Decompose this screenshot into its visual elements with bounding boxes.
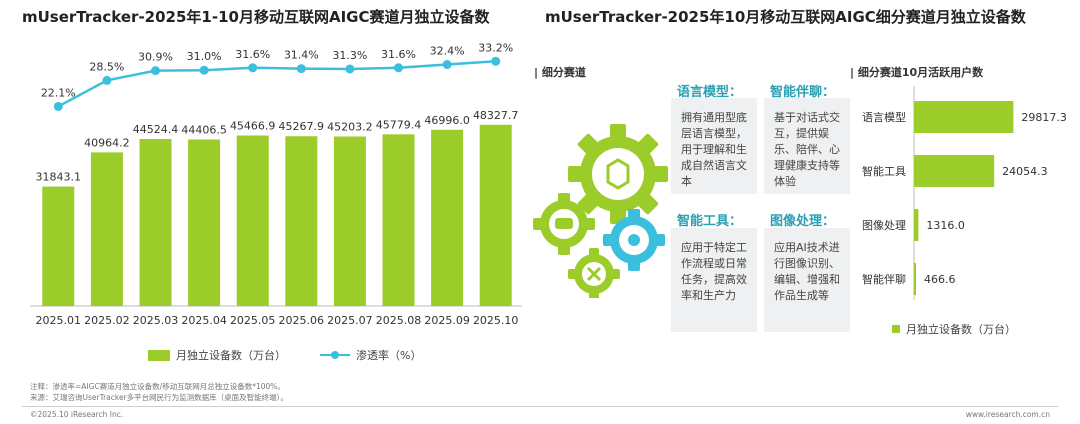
bar-2025.02 — [90, 152, 123, 306]
card-text-language-model: 拥有通用型底层语言模型，用于理解和生成自然语言文本 — [681, 111, 747, 188]
line-label-2025.08: 31.6% — [381, 48, 416, 61]
image-gear-icon — [603, 209, 665, 271]
category-label-智能伴聊: 智能伴聊 — [862, 272, 906, 286]
left-combo-chart: 31843.1 2025.01 40964.2 2025.02 44524.4 2025.… — [30, 41, 522, 327]
value-label-语言模型: 29817.3 — [1021, 111, 1067, 124]
hbar-智能伴聊 — [914, 263, 916, 295]
value-label-图像处理: 1316.0 — [926, 219, 965, 232]
line-label-2025.03: 30.9% — [138, 51, 173, 64]
bar-label-2025.09: 46996.0 — [424, 114, 470, 127]
card-image-processing: 应用AI技术进行图像识别、编辑、增强和作品生成等 — [764, 228, 850, 332]
line-label-2025.05: 31.6% — [235, 48, 270, 61]
bar-label-2025.02: 40964.2 — [84, 136, 130, 149]
bar-2025.10 — [479, 124, 512, 307]
card-language-model: 拥有通用型底层语言模型，用于理解和生成自然语言文本 — [671, 98, 757, 194]
right-legend: 月独立设备数（万台） — [892, 321, 1016, 337]
bar-label-2025.08: 45779.4 — [376, 118, 422, 131]
penetration-rate-line — [57, 60, 496, 108]
bar-2025.04 — [188, 139, 221, 306]
tools-gear-icon — [568, 248, 620, 298]
line-point-2025.03 — [151, 66, 160, 76]
card-title-chat-companion: 智能伴聊： — [770, 85, 836, 100]
hbar-智能工具 — [914, 155, 995, 187]
line-label-2025.02: 28.5% — [89, 60, 124, 73]
segment-legend-swatch — [892, 325, 900, 333]
card-title-image-processing: 图像处理： — [770, 214, 836, 229]
category-label-智能工具: 智能工具 — [862, 164, 906, 178]
line-label-2025.06: 31.4% — [284, 49, 319, 62]
bar-2025.07 — [333, 136, 366, 306]
line-legend-label: 渗透率（%） — [356, 349, 422, 362]
card-chat-companion: 基于对话式交互，提供娱乐、陪伴、心理健康支持等体验 — [764, 98, 850, 194]
bar-2025.09 — [431, 129, 464, 306]
card-title-smart-tools: 智能工具： — [677, 214, 743, 229]
hbar-图像处理 — [914, 209, 919, 241]
x-tick-2025.05: 2025.05 — [230, 314, 276, 327]
line-point-2025.10 — [491, 56, 501, 66]
x-tick-2025.03: 2025.03 — [133, 314, 179, 327]
card-smart-tools: 应用于特定工作流程或日常任务，提高效率和生产力 — [671, 228, 757, 332]
line-point-2025.07 — [345, 64, 355, 74]
line-point-2025.08 — [394, 63, 403, 73]
value-label-智能伴聊: 466.6 — [924, 273, 956, 286]
x-tick-2025.04: 2025.04 — [181, 314, 227, 327]
bar-label-2025.10: 48327.7 — [473, 109, 519, 122]
chart-header: | 细分赛道10月活跃用户数 — [850, 66, 984, 79]
x-tick-2025.09: 2025.09 — [424, 314, 470, 327]
footer-note: 注释：渗透率=AIGC赛道月独立设备数/移动互联网月总独立设备数*100%。 — [30, 382, 285, 391]
line-legend-swatch — [320, 350, 350, 360]
footer-copyright: ©2025.10 iResearch Inc. — [30, 410, 124, 419]
value-label-智能工具: 24054.3 — [1002, 165, 1048, 178]
right-panel-title: mUserTracker-2025年10月移动互联网AIGC细分赛道月独立设备数 — [545, 8, 1026, 26]
chat-gear-icon — [533, 193, 595, 255]
hbar-语言模型 — [914, 101, 1014, 133]
card-title-language-model: 语言模型： — [677, 85, 743, 100]
line-label-2025.09: 32.4% — [430, 45, 465, 58]
left-legend: 月独立设备数（万台） 渗透率（%） — [148, 347, 421, 363]
card-text-image-processing: 应用AI技术进行图像识别、编辑、增强和作品生成等 — [774, 241, 840, 302]
line-point-2025.06 — [296, 64, 306, 74]
bar-2025.06 — [285, 136, 318, 306]
x-tick-2025.10: 2025.10 — [473, 314, 519, 327]
card-text-chat-companion: 基于对话式交互，提供娱乐、陪伴、心理健康支持等体验 — [774, 111, 840, 188]
bar-legend-label: 月独立设备数（万台） — [176, 349, 286, 362]
line-label-2025.07: 31.3% — [332, 49, 367, 62]
x-tick-2025.02: 2025.02 — [84, 314, 130, 327]
line-point-2025.02 — [102, 75, 112, 85]
segment-legend-label: 月独立设备数（万台） — [906, 323, 1016, 336]
gear-icon — [568, 124, 668, 224]
x-tick-2025.08: 2025.08 — [376, 314, 422, 327]
card-text-smart-tools: 应用于特定工作流程或日常任务，提高效率和生产力 — [681, 241, 747, 302]
bar-2025.03 — [139, 139, 172, 306]
line-label-2025.04: 31.0% — [187, 50, 222, 63]
footer-source: 来源：艾瑞咨询UserTracker多平台网民行为监测数据库（桌面及智能终端）。 — [30, 393, 288, 402]
bar-label-2025.01: 31843.1 — [36, 171, 82, 184]
line-point-2025.09 — [442, 60, 452, 70]
bar-label-2025.03: 44524.4 — [133, 123, 179, 136]
x-tick-2025.06: 2025.06 — [279, 314, 325, 327]
bar-2025.08 — [382, 134, 415, 306]
bar-legend-swatch — [148, 349, 170, 361]
left-chart-title: mUserTracker-2025年1-10月移动互联网AIGC赛道月独立设备数 — [22, 8, 490, 26]
segments-header: | 细分赛道 — [534, 66, 586, 79]
line-label-2025.01: 22.1% — [41, 86, 76, 99]
footer-website: www.iresearch.com.cn — [965, 410, 1050, 419]
bar-label-2025.04: 44406.5 — [181, 123, 227, 136]
category-label-图像处理: 图像处理 — [862, 219, 906, 232]
footer-divider — [22, 406, 1058, 407]
bar-label-2025.06: 45267.9 — [279, 120, 325, 133]
bar-2025.05 — [236, 135, 269, 306]
segment-bar-chart: 语言模型 29817.3 智能工具 24054.3 图像处理 1316.0 智能伴聊 466.… — [862, 86, 1067, 300]
line-point-2025.04 — [199, 65, 209, 75]
line-label-2025.10: 33.2% — [478, 41, 513, 54]
bar-label-2025.05: 45466.9 — [230, 119, 276, 132]
gears-illustration — [533, 124, 668, 298]
bar-2025.01 — [42, 186, 75, 306]
x-tick-2025.07: 2025.07 — [327, 314, 373, 327]
line-point-2025.05 — [248, 63, 258, 73]
category-label-语言模型: 语言模型 — [862, 110, 906, 124]
x-tick-2025.01: 2025.01 — [36, 314, 82, 327]
bar-label-2025.07: 45203.2 — [327, 120, 373, 133]
line-point-2025.01 — [53, 101, 63, 111]
